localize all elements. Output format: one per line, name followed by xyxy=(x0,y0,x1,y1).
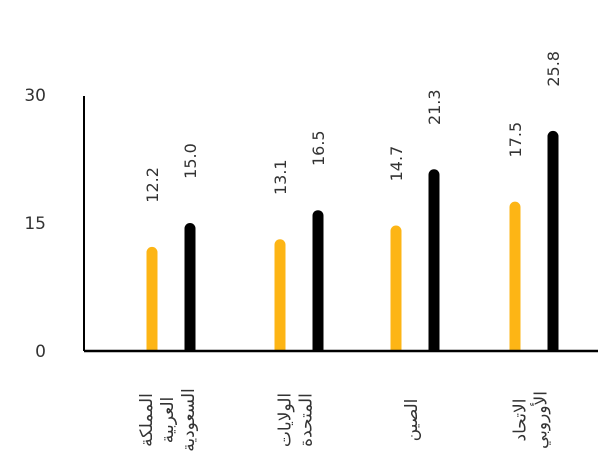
data-label: 16.5 xyxy=(309,130,328,166)
y-tick-label: 0 xyxy=(35,342,46,362)
y-tick-label: 15 xyxy=(24,214,46,234)
bar xyxy=(274,239,286,351)
bar-base xyxy=(509,343,521,351)
bar-base xyxy=(184,343,196,351)
data-label: 14.7 xyxy=(387,146,406,182)
data-label: 25.8 xyxy=(544,51,563,87)
bar-base xyxy=(274,343,286,351)
category-label: الاتحاد xyxy=(511,399,531,442)
bar xyxy=(146,246,158,351)
bar xyxy=(428,169,440,351)
bar xyxy=(547,130,559,351)
category-label: المتحدة xyxy=(297,393,317,447)
data-label: 15.0 xyxy=(181,143,200,179)
bar xyxy=(312,210,324,351)
bar-base xyxy=(390,343,402,351)
data-label: 21.3 xyxy=(425,89,444,125)
category-label: المملكة xyxy=(137,393,157,447)
bar-base xyxy=(312,343,324,351)
category-labels: المملكة العربية السعودية الولايات المتحدة الص… xyxy=(137,388,552,451)
bar-base xyxy=(428,343,440,351)
data-labels: 12.2 13.1 14.7 17.5 15.0 16.5 21.3 25.8 xyxy=(143,51,563,203)
category-label: العربية xyxy=(158,397,178,443)
category-label: الأوروبي xyxy=(531,391,552,449)
data-label: 12.2 xyxy=(143,167,162,203)
y-axis-ticks: 0 15 30 xyxy=(24,86,46,362)
category-label: الولايات xyxy=(276,393,296,447)
bar xyxy=(184,223,196,351)
data-label: 17.5 xyxy=(506,122,525,158)
bar-base xyxy=(146,343,158,351)
bar xyxy=(390,225,402,351)
category-label: الصين xyxy=(402,399,422,442)
y-tick-label: 30 xyxy=(24,86,46,106)
bars xyxy=(146,130,559,351)
category-label: السعودية xyxy=(179,388,199,451)
data-label: 13.1 xyxy=(271,159,290,195)
bar xyxy=(509,201,521,351)
bar-base xyxy=(547,343,559,351)
